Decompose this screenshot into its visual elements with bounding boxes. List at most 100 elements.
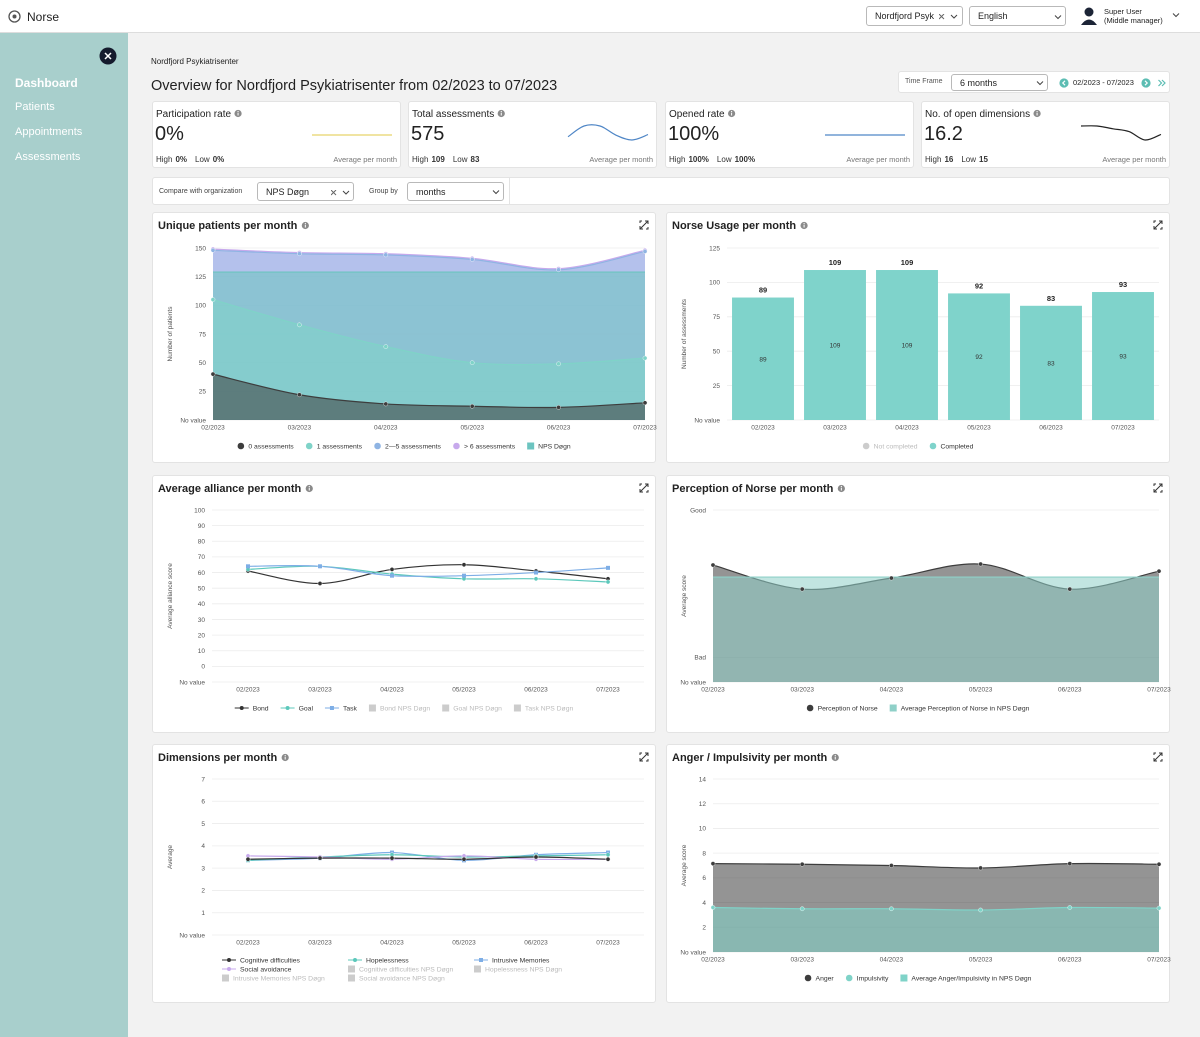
nav-item[interactable]: Assessments [15,151,81,163]
x-tick-label: 03/2023 [308,940,332,947]
data-point [210,247,216,253]
series-area [213,299,645,420]
top-bar: Norse Nordfjord Psyk English Super User … [0,0,1200,33]
series-line [212,373,646,409]
data-point [605,856,611,862]
page-title: Overview for Nordfjord Psykiatrisenter f… [151,78,558,94]
y-tick-label: 50 [199,360,207,367]
legend-marker [374,442,381,450]
data-point [389,567,395,572]
legend-marker [513,704,521,712]
user-avatar[interactable] [1080,6,1098,26]
expand-icon [639,483,649,493]
data-point [710,905,716,910]
chart-title: Perception of Norse per month [672,483,834,495]
y-tick-label: 75 [199,331,207,338]
legend-label: 1 assessments [317,443,363,450]
language-select[interactable]: English [969,6,1066,26]
data-point [318,564,322,569]
compare-select[interactable]: NPS Døgn [257,182,354,201]
kpi-value: 575 [411,123,444,145]
kpi-high: 0% [175,155,187,164]
info-icon-glyph [284,756,286,760]
info-icon-glyph [1036,112,1038,116]
x-tick-label: 03/2023 [308,687,332,694]
legend-label: Perception of Norse [818,705,878,712]
info-icon-glyph [304,224,306,228]
series-line [247,856,609,860]
bar [1092,292,1154,420]
data-point [889,906,894,912]
data-point [1067,586,1073,592]
x-tick-label: 04/2023 [374,425,398,432]
legend-marker [222,974,229,982]
data-point [605,579,611,585]
breadcrumb: Nordfjord Psykiatrisenter [151,57,239,66]
data-point [461,856,467,862]
bar [876,270,938,420]
bar [732,297,794,420]
x-tick-label: 03/2023 [288,425,312,432]
info-icon [497,109,505,118]
kpi-card [921,101,1170,168]
next-period[interactable] [1141,78,1151,88]
x-tick-label: 05/2023 [452,940,476,947]
legend-marker [804,974,812,982]
nav-item[interactable]: Appointments [15,126,83,138]
legend-item: Average Anger/Impulsivity in NPS Døgn [900,974,1032,982]
legend-marker [305,442,313,450]
series-line [247,565,609,583]
data-point [533,576,539,582]
legend-item: Bond [234,705,269,712]
kpi-title: Opened rate [669,109,725,120]
organization-select[interactable]: Nordfjord Psyk [866,6,963,26]
group-select[interactable]: months [407,182,504,201]
info-icon-dot [237,110,239,113]
legend-label: 2—5 assessments [385,443,442,450]
kpi-low-label: Low [961,155,976,164]
compare-value: NPS Døgn [266,186,310,197]
data-point [383,252,389,258]
data-point [383,344,389,349]
time-frame-select[interactable]: 6 months [951,74,1048,91]
previous-period[interactable] [1059,78,1069,88]
data-point [246,564,250,569]
x-tick-label: 04/2023 [880,957,904,964]
nav-item[interactable]: Dashboard [15,76,78,90]
y-tick-label: 80 [198,539,206,546]
time-frame-value: 6 months [960,77,998,88]
legend-marker [353,958,357,962]
x-tick-label: 07/2023 [1147,687,1171,694]
chevron[interactable] [1172,13,1180,18]
group-label: Group by [369,188,398,195]
data-point [642,400,648,406]
user-name: Super User [1104,7,1142,16]
series-area [213,374,645,420]
latest-period[interactable] [1157,78,1167,88]
legend-marker [348,965,355,973]
kpi-sparkline [567,124,649,141]
data-point [533,854,539,860]
close-sidebar[interactable] [99,47,117,65]
legend-marker [889,704,897,712]
info-icon-glyph [500,112,502,116]
info-icon [301,221,309,230]
x-tick-label: 06/2023 [1058,687,1082,694]
kpi-title: Participation rate [156,109,231,120]
data-point [317,855,323,861]
nav-item[interactable]: Patients [15,101,55,113]
legend-item: NPS Døgn [527,442,571,450]
legend-label: Bond [253,705,269,712]
legend-label: Task [343,705,358,712]
legend-item: Hopelessness [348,957,409,964]
x-tick-label: 03/2023 [823,425,847,432]
data-point [605,852,611,858]
legend-label: Social avoidance [240,966,292,973]
brand[interactable]: Norse [27,10,60,24]
data-point [462,573,466,578]
chart-title: Dimensions per month [158,752,277,764]
legend-label: 0 assessments [248,443,294,450]
legend-marker [479,958,483,962]
info-icon-dot [731,110,733,113]
y-tick-label: 20 [198,632,206,639]
